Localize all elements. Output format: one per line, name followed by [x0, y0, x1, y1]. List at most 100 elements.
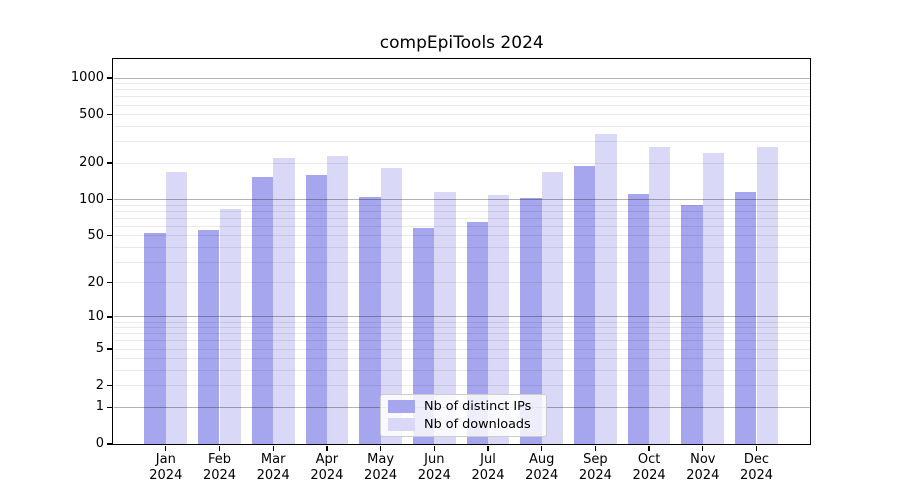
y-tick-0	[107, 443, 113, 445]
gridline-minor-200	[113, 162, 810, 164]
gridline-minor-20	[113, 282, 810, 284]
x-tick-feb	[218, 445, 221, 451]
x-tick-label-apr: Apr 2024	[310, 452, 344, 483]
bar-downloads-apr	[326, 155, 349, 444]
y-tick-label-200: 200	[79, 155, 104, 171]
x-tick-label-oct: Oct 2024	[632, 452, 666, 483]
bar-distinct-ips-aug	[520, 198, 542, 444]
gridline-minor-90	[113, 204, 810, 206]
x-tick-aug	[541, 445, 543, 451]
gridline-minor-500	[113, 114, 810, 116]
bar-distinct-ips-jul	[466, 222, 488, 444]
legend-swatch-distinct-ips	[388, 399, 415, 413]
x-tick-jul	[487, 445, 489, 451]
gridline-minor-6	[113, 340, 810, 342]
legend: Nb of distinct IPs Nb of downloads	[380, 393, 547, 437]
bar-downloads-jun	[434, 192, 456, 444]
bar-distinct-ips-dec	[735, 192, 757, 444]
x-tick-label-jul: Jul 2024	[471, 452, 505, 483]
y-tick-label-500: 500	[79, 106, 104, 122]
y-tick-label-1: 1	[95, 399, 104, 415]
y-tick-label-10: 10	[87, 308, 104, 324]
bar-distinct-ips-nov	[681, 205, 703, 444]
bar-distinct-ips-jan	[144, 232, 166, 444]
x-tick-sep	[594, 445, 597, 451]
y-tick-label-5: 5	[95, 341, 104, 357]
y-tick-1000	[107, 77, 113, 79]
bar-downloads-may	[380, 167, 402, 444]
bar-downloads-jan	[165, 171, 188, 444]
y-tick-label-1000: 1000	[70, 70, 104, 86]
x-tick-nov	[702, 445, 704, 451]
bar-downloads-sep	[595, 133, 617, 444]
gridline-minor-900	[113, 83, 810, 85]
bar-distinct-ips-may	[359, 197, 381, 444]
gridline-minor-30	[113, 261, 810, 263]
x-tick-mar	[272, 445, 274, 451]
gridline-minor-7	[113, 333, 810, 335]
bar-downloads-feb	[219, 208, 241, 444]
gridline-minor-700	[113, 96, 810, 98]
y-tick-label-2: 2	[95, 377, 104, 393]
legend-swatch-downloads	[388, 417, 415, 431]
y-tick-label-20: 20	[87, 274, 104, 290]
x-tick-label-sep: Sep 2024	[578, 452, 612, 483]
gridline-minor-2	[113, 385, 810, 387]
gridline-major-10	[113, 316, 810, 318]
bar-distinct-ips-mar	[251, 176, 274, 444]
x-tick-may	[379, 445, 382, 451]
gridline-minor-5	[113, 348, 810, 350]
bar-distinct-ips-sep	[574, 165, 596, 444]
bar-downloads-mar	[273, 158, 295, 444]
gridline-minor-300	[113, 141, 810, 143]
legend-item-downloads: Nb of downloads	[388, 417, 546, 432]
x-tick-label-dec: Dec 2024	[739, 452, 774, 483]
plot-area	[113, 59, 810, 444]
y-tick-label-0: 0	[95, 436, 104, 451]
x-tick-label-mar: Mar 2024	[256, 452, 290, 483]
legend-label: Nb of distinct IPs	[424, 398, 532, 414]
legend-label: Nb of downloads	[424, 416, 531, 432]
y-tick-200	[107, 162, 113, 164]
bar-downloads-aug	[541, 171, 564, 444]
bar-distinct-ips-apr	[305, 174, 327, 444]
gridline-minor-60	[113, 225, 810, 227]
legend-item-distinct-ips: Nb of distinct IPs	[388, 399, 546, 414]
gridline-major-100	[113, 199, 810, 201]
y-tick-label-100: 100	[79, 191, 104, 207]
gridline-minor-70	[113, 217, 810, 219]
bar-downloads-dec	[756, 147, 778, 444]
x-tick-label-nov: Nov 2024	[686, 452, 720, 483]
x-tick-label-may: May 2024	[364, 452, 398, 483]
gridline-minor-8	[113, 327, 810, 329]
gridline-minor-40	[113, 246, 810, 248]
bar-distinct-ips-jun	[412, 228, 435, 444]
y-tick-5	[107, 348, 113, 350]
gridline-minor-800	[113, 89, 810, 91]
gridline-minor-3	[113, 370, 810, 372]
x-tick-label-feb: Feb 2024	[202, 452, 237, 483]
gridline-minor-80	[113, 210, 810, 212]
bar-downloads-jul	[488, 194, 510, 444]
gridline-minor-9	[113, 321, 810, 323]
y-tick-label-50: 50	[87, 227, 104, 243]
x-tick-label-jan: Jan 2024	[149, 452, 183, 483]
x-tick-label-jun: Jun 2024	[417, 452, 451, 483]
gridline-minor-600	[113, 104, 810, 106]
y-tick-10	[107, 316, 113, 318]
y-tick-500	[107, 114, 113, 116]
y-tick-20	[107, 282, 113, 284]
chart-title: compEpiTools 2024	[379, 33, 544, 53]
x-tick-apr	[326, 445, 328, 451]
bar-distinct-ips-oct	[627, 193, 650, 444]
x-tick-dec	[755, 445, 758, 451]
x-tick-jan	[165, 445, 167, 451]
x-tick-label-aug: Aug 2024	[525, 452, 559, 483]
gridline-minor-400	[113, 126, 810, 127]
gridline-major-1000	[113, 77, 810, 79]
y-tick-2	[107, 385, 113, 387]
y-tick-1	[107, 406, 113, 408]
y-tick-50	[107, 235, 113, 237]
x-tick-jun	[433, 445, 435, 451]
